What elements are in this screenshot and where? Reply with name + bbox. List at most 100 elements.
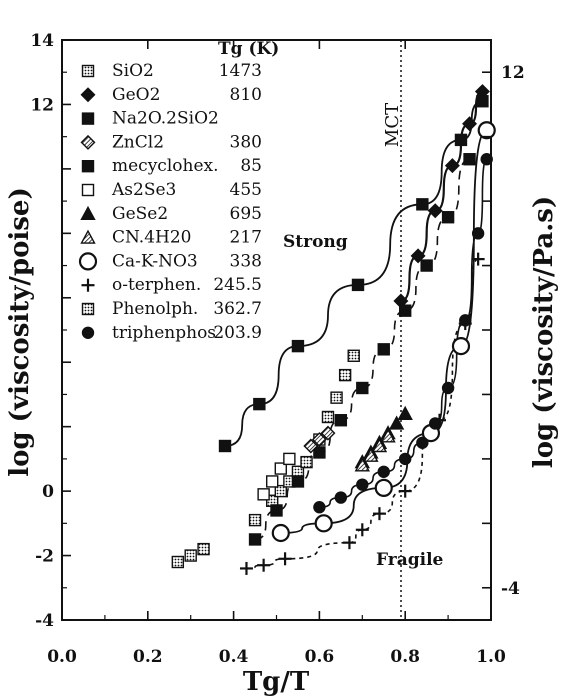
legend-label: ZnCl2 xyxy=(112,132,164,152)
point-mecyclohex- xyxy=(218,439,232,453)
x-tick-label: 1.0 xyxy=(476,647,506,667)
legend-label: As2Se3 xyxy=(111,180,176,200)
point-gese2 xyxy=(388,415,405,430)
point-o-terphen- xyxy=(257,558,271,572)
legend-tg-value: 217 xyxy=(230,228,262,248)
y-tick-label: 12 xyxy=(30,95,54,115)
legend-tg-value: 380 xyxy=(230,132,262,152)
point-phenolph- xyxy=(184,549,197,562)
point-mecyclohex- xyxy=(351,278,365,292)
point-o-terphen- xyxy=(355,523,369,537)
legend-marker xyxy=(81,183,95,197)
point-na2o-2sio2 xyxy=(291,475,305,488)
x-axis-title: Tg/T xyxy=(243,667,310,696)
point-as2se3 xyxy=(257,488,270,501)
point-triphenphos xyxy=(334,491,348,504)
y-tick-label: 14 xyxy=(30,31,54,51)
curve-na2o-2sio2 xyxy=(254,158,470,541)
legend-label: GeO2 xyxy=(112,85,160,105)
point-mecyclohex- xyxy=(454,133,468,147)
point-mecyclohex- xyxy=(253,397,266,411)
point-o-terphen- xyxy=(239,561,253,575)
x-tick-label: 0.6 xyxy=(305,647,335,667)
legend-label: triphenphos xyxy=(112,323,216,343)
point-gese2 xyxy=(397,405,413,420)
curve-o-terphen- xyxy=(246,258,479,570)
legend-tg-value: 455 xyxy=(230,180,262,200)
legend-header: Tg (K) xyxy=(218,39,279,59)
point-zncl2 xyxy=(320,425,336,441)
legend-tg-value: 245.5 xyxy=(213,275,262,295)
legend-label: GeSe2 xyxy=(112,204,168,224)
point-cn-4h20 xyxy=(371,438,388,453)
point-phenolph- xyxy=(197,542,210,556)
axis-ticks: 0.0 0.2 0.4 0.6 0.8 1.0 -4 -2 0 12 14 -4 12 xyxy=(30,31,524,667)
legend-marker xyxy=(81,112,95,125)
legend-marker xyxy=(81,302,95,316)
legend-marker xyxy=(81,326,95,339)
x-tick-label: 0.4 xyxy=(219,647,249,667)
point-triphenphos xyxy=(441,381,455,395)
legend-marker xyxy=(80,87,96,103)
legend-tg-value: 338 xyxy=(230,251,262,271)
point-zncl2 xyxy=(311,432,327,448)
y-axis-title-right: log (viscosity/Pa.s) xyxy=(529,196,559,468)
x-tick-label: 0.8 xyxy=(390,647,420,667)
point-ca-k-no3 xyxy=(477,121,496,140)
point-geo2 xyxy=(410,248,426,264)
legend-marker xyxy=(78,252,98,271)
strong-label: Strong xyxy=(283,232,348,252)
point-o-terphen- xyxy=(278,552,292,566)
point-triphenphos xyxy=(313,501,326,514)
point-triphenphos xyxy=(399,452,412,466)
point-cn-4h20 xyxy=(380,428,396,443)
y-tick-label: -4 xyxy=(35,611,54,631)
y-right-tick-label: -4 xyxy=(501,579,520,599)
legend-label: CN.4H20 xyxy=(112,228,191,248)
point-o-terphen- xyxy=(471,252,485,266)
legend-tg-value: 695 xyxy=(230,204,262,224)
legend-marker xyxy=(80,205,96,221)
y-tick-label: -2 xyxy=(35,547,54,567)
point-triphenphos xyxy=(356,478,369,491)
point-as2se3 xyxy=(283,452,296,466)
point-cn-4h20 xyxy=(363,447,379,462)
legend-marker xyxy=(80,229,96,244)
point-ca-k-no3 xyxy=(451,337,471,356)
point-mecyclohex- xyxy=(291,339,305,353)
point-na2o-2sio2 xyxy=(463,153,476,166)
point-triphenphos xyxy=(480,153,493,166)
point-triphenphos xyxy=(459,314,472,327)
point-na2o-2sio2 xyxy=(270,504,283,517)
data-markers xyxy=(171,84,496,575)
point-na2o-2sio2 xyxy=(377,343,390,356)
point-o-terphen- xyxy=(342,536,356,550)
y-axis-title-left: log (viscosity/poise) xyxy=(5,187,35,477)
point-cn-4h20 xyxy=(354,457,370,472)
legend-tg-value: 362.7 xyxy=(213,299,262,319)
legend-marker xyxy=(81,278,95,292)
legend-label: SiO2 xyxy=(112,61,154,81)
point-na2o-2sio2 xyxy=(248,533,262,546)
y-right-tick-label: 12 xyxy=(501,63,525,83)
fragile-label: Fragile xyxy=(376,550,444,570)
point-ca-k-no3 xyxy=(374,478,393,497)
point-mecyclohex- xyxy=(476,95,489,108)
point-sio2 xyxy=(347,349,360,362)
point-sio2 xyxy=(338,368,352,382)
point-sio2 xyxy=(321,410,335,424)
point-geo2 xyxy=(444,158,460,174)
point-ca-k-no3 xyxy=(271,523,290,543)
point-geo2 xyxy=(427,203,443,219)
point-triphenphos xyxy=(416,436,429,449)
legend-label: Ca-K-NO3 xyxy=(112,251,198,271)
point-triphenphos xyxy=(377,465,390,478)
legend: SiO2 1473 GeO2 810 Na2O.2SiO2 ZnCl2 380 mecyclo… xyxy=(78,61,262,343)
legend-tg-value: 1473 xyxy=(219,61,262,81)
point-sio2 xyxy=(300,455,313,469)
x-tick-label: 0.0 xyxy=(47,647,77,667)
point-geo2 xyxy=(462,116,478,132)
legend-label: Phenolph. xyxy=(112,299,198,319)
point-o-terphen- xyxy=(372,507,386,521)
